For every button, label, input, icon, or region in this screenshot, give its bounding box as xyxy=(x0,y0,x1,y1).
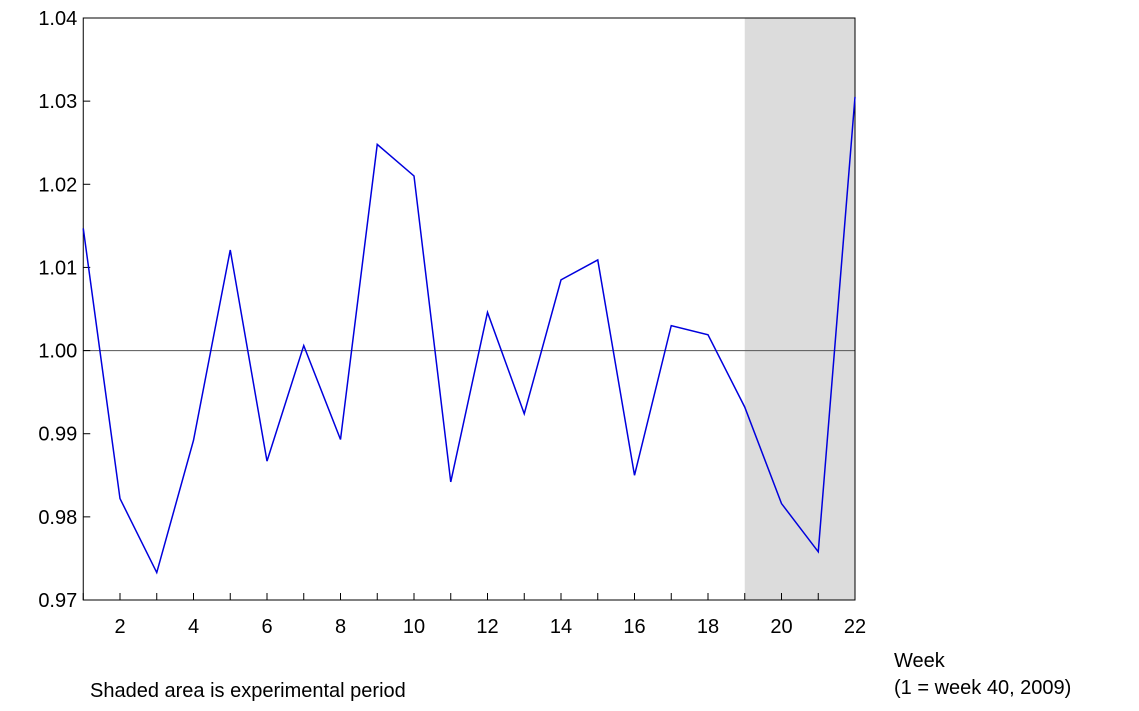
x-tick-label: 22 xyxy=(844,616,866,638)
x-tick-label: 12 xyxy=(476,616,498,638)
y-tick-label: 1.00 xyxy=(38,341,77,363)
y-tick-label: 0.99 xyxy=(38,424,77,446)
x-tick-label: 18 xyxy=(697,616,719,638)
x-tick-label: 8 xyxy=(335,616,346,638)
plot-frame xyxy=(82,17,856,601)
data-line xyxy=(82,96,856,575)
y-tick-label: 1.01 xyxy=(38,257,77,279)
x-tick-label: 14 xyxy=(550,616,572,638)
shaded-area xyxy=(744,18,855,600)
x-tick-label: 20 xyxy=(770,616,792,638)
y-tick-label: 0.98 xyxy=(38,507,77,529)
x-axis-label: Week xyxy=(894,650,946,672)
x-axis-note: (1 = week 40, 2009) xyxy=(894,677,1071,699)
x-tick-label: 10 xyxy=(403,616,425,638)
caption: Shaded area is experimental period xyxy=(90,680,406,702)
y-tick-label: 1.03 xyxy=(38,91,77,113)
y-tick-label: 1.02 xyxy=(38,174,77,196)
x-tick-label: 6 xyxy=(261,616,272,638)
y-tick-label: 0.97 xyxy=(38,590,77,612)
x-tick-label: 16 xyxy=(623,616,645,638)
y-tick-label: 1.04 xyxy=(38,8,77,30)
x-tick-label: 2 xyxy=(114,616,125,638)
x-tick-label: 4 xyxy=(188,616,199,638)
